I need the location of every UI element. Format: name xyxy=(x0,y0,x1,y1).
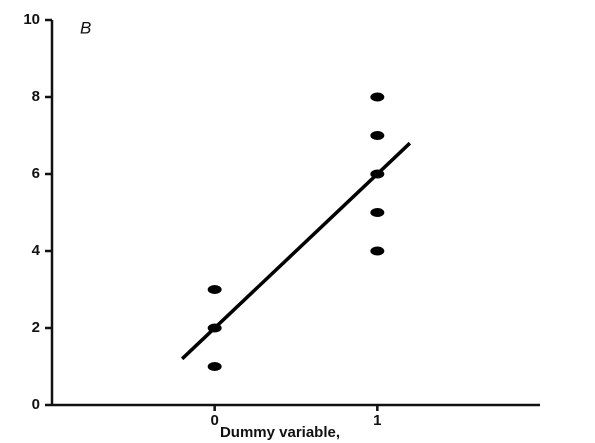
point xyxy=(370,131,385,140)
point xyxy=(207,362,222,371)
point xyxy=(370,208,385,217)
point xyxy=(370,92,385,102)
point xyxy=(207,285,222,294)
y-tick-label: 4 xyxy=(32,242,41,259)
point xyxy=(370,246,385,256)
x-tick-label: 0 xyxy=(210,412,218,429)
y-tick-label: 8 xyxy=(32,88,40,105)
y-tick-label: 2 xyxy=(32,319,40,336)
chart-title: B xyxy=(80,18,91,37)
y-tick-label: 6 xyxy=(32,165,40,182)
x-axis-label: Dummy variable, xyxy=(220,424,340,441)
y-tick-label: 10 xyxy=(23,11,40,28)
fit-line xyxy=(180,141,412,361)
y-tick-label: 0 xyxy=(32,396,40,413)
x-tick-label: 1 xyxy=(373,412,381,429)
